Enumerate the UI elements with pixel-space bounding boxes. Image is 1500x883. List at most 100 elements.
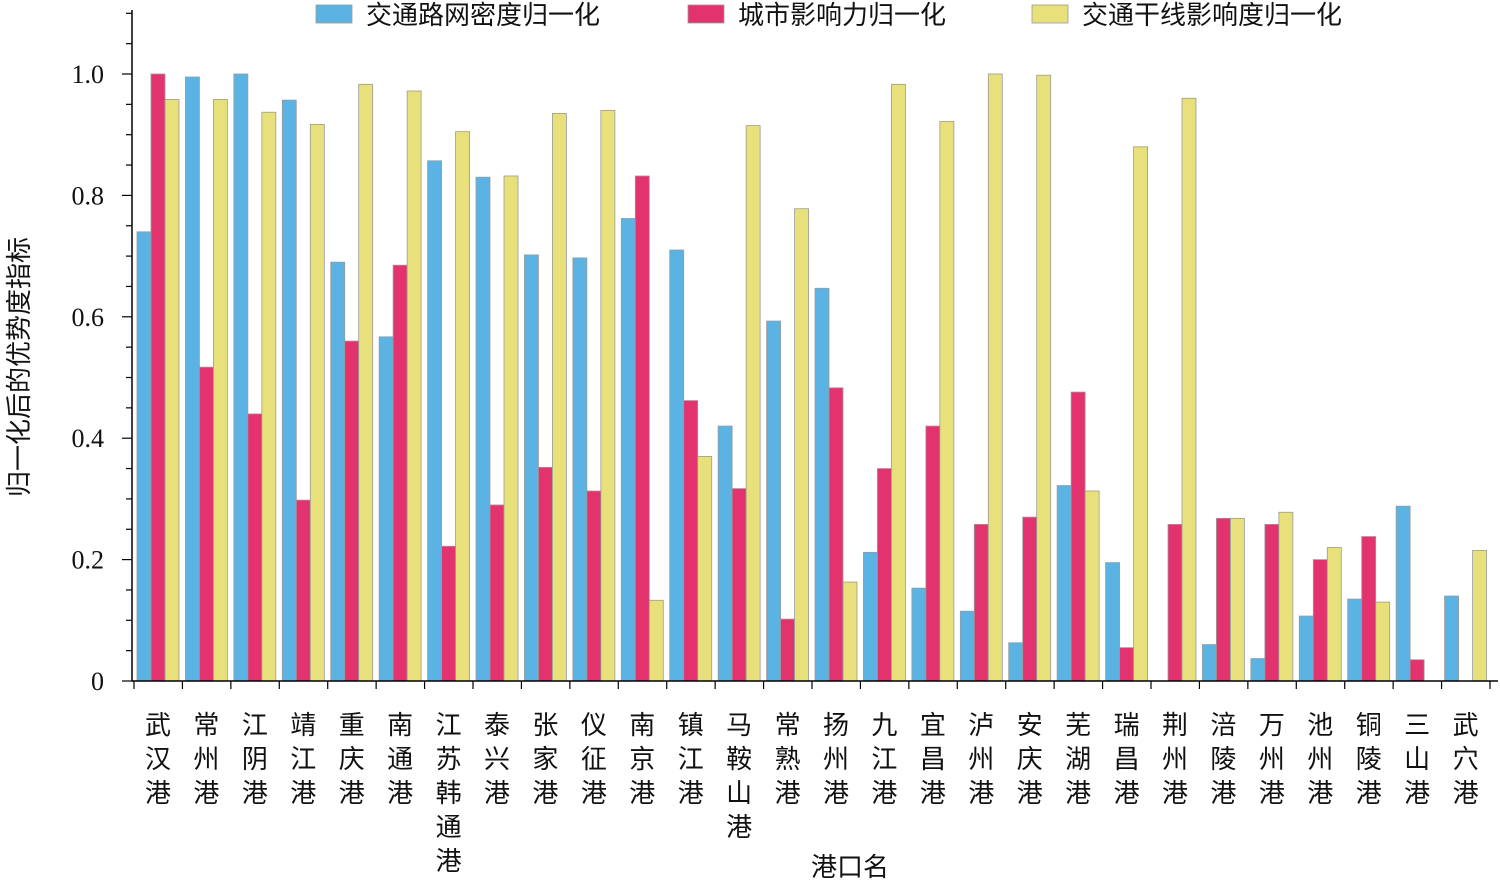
- bar-series-2-9: [538, 466, 553, 682]
- bar-series-1-26: [1347, 598, 1363, 682]
- bar-series-2-12: [683, 400, 699, 682]
- bar-series-3-23: [1230, 517, 1245, 682]
- bar-series-3-9: [552, 113, 567, 682]
- bar-series-3-10: [600, 110, 616, 682]
- bar-series-1-21: [1105, 562, 1120, 682]
- bar-series-3-24: [1278, 511, 1294, 682]
- bar-series-3-2: [213, 99, 228, 682]
- y-tick-label: 0.8: [72, 181, 105, 210]
- bar-series-3-12: [697, 456, 713, 682]
- bar-series-2-8: [489, 504, 505, 682]
- bar-series-2-2: [199, 366, 214, 682]
- bar-series-2-4: [295, 499, 311, 682]
- bar-series-2-26: [1361, 536, 1377, 682]
- bar-series-3-3: [261, 111, 277, 682]
- bar-series-2-21: [1119, 647, 1134, 682]
- x-tick-label: 安庆港: [1017, 711, 1043, 809]
- bar-series-3-7: [455, 131, 470, 682]
- bar-series-3-19: [1036, 74, 1052, 682]
- bar-series-3-18: [987, 73, 1003, 682]
- bar-series-3-25: [1326, 547, 1342, 682]
- x-axis-title: 港口名: [811, 853, 889, 883]
- bar-series-1-23: [1202, 644, 1217, 682]
- bar-series-3-13: [745, 125, 761, 682]
- bar-series-1-20: [1056, 485, 1072, 682]
- bar-series-3-11: [648, 599, 664, 682]
- bar-series-3-8: [503, 175, 519, 682]
- bar-series-2-20: [1070, 391, 1086, 682]
- bar-series-1-2: [185, 76, 200, 682]
- x-tick-label: 仪征港: [581, 711, 607, 809]
- bar-series-2-1: [150, 73, 166, 682]
- bar-series-1-24: [1250, 658, 1266, 682]
- bar-series-1-19: [1008, 642, 1024, 682]
- bar-series-1-3: [233, 73, 249, 682]
- bar-series-1-15: [814, 287, 830, 682]
- x-tick-label: 江阴港: [242, 711, 268, 809]
- x-tick-label: 重庆港: [339, 711, 365, 809]
- bar-series-1-28: [1444, 595, 1459, 682]
- bar-series-1-14: [766, 320, 781, 682]
- bar-series-3-21: [1133, 146, 1148, 682]
- bar-series-2-16: [877, 468, 892, 682]
- y-axis-title: 归一化后的优势度指标: [5, 237, 35, 497]
- bar-series-2-10: [586, 490, 602, 682]
- y-tick-label: 0.2: [72, 546, 105, 575]
- bar-series-1-6: [378, 336, 394, 682]
- x-tick-label: 马鞍山港: [726, 711, 752, 843]
- bar-series-2-7: [441, 545, 456, 682]
- bar-series-1-18: [959, 610, 975, 682]
- bar-series-1-7: [427, 160, 442, 682]
- bar-series-3-4: [309, 123, 325, 682]
- bar-series-2-23: [1216, 517, 1231, 682]
- bar-series-1-8: [475, 176, 491, 682]
- bar-series-2-25: [1312, 559, 1328, 682]
- y-axis: 0 0.2 0.4 0.6 0.8 1.0: [72, 10, 133, 696]
- x-tick-label: 镇江港: [678, 711, 704, 809]
- bar-series-3-20: [1084, 490, 1100, 682]
- bar-series-1-17: [911, 587, 927, 682]
- x-axis: 武汉港常州港江阴港靖江港重庆港南通港江苏韩通港泰兴港张家港仪征港南京港镇江港马鞍…: [132, 680, 1498, 877]
- bar-series-1-5: [330, 261, 346, 682]
- legend-swatch-1: [315, 4, 353, 24]
- legend-label-2: 城市影响力归一化: [738, 1, 946, 31]
- bar-series-1-13: [717, 425, 733, 682]
- bars-group: [136, 73, 1487, 682]
- bar-series-3-28: [1472, 550, 1487, 682]
- bar-series-2-19: [1022, 516, 1038, 682]
- bar-series-3-17: [939, 120, 955, 682]
- bar-series-3-6: [406, 90, 422, 682]
- legend-swatch-3: [1031, 4, 1069, 24]
- y-tick-label: 1.0: [72, 60, 105, 89]
- bar-series-2-15: [828, 387, 844, 682]
- bar-series-1-27: [1395, 505, 1411, 682]
- bar-series-1-25: [1298, 615, 1314, 682]
- x-tick-label: 泰兴港: [484, 711, 510, 809]
- bar-series-2-18: [973, 523, 989, 682]
- bar-series-2-24: [1264, 523, 1280, 682]
- x-tick-label: 常州港: [193, 711, 219, 809]
- x-tick-label: 江苏韩通港: [436, 711, 462, 877]
- x-tick-label: 泸州港: [968, 711, 994, 809]
- bar-series-3-1: [164, 99, 180, 682]
- bar-series-3-16: [891, 83, 906, 682]
- x-tick-label: 武穴港: [1453, 711, 1479, 809]
- y-tick-label: 0.6: [72, 303, 105, 332]
- bar-series-3-5: [358, 83, 374, 682]
- bar-series-2-6: [392, 264, 408, 682]
- x-tick-label: 武汉港: [145, 711, 171, 809]
- bar-series-1-10: [572, 257, 588, 682]
- x-tick-label: 南京港: [629, 711, 655, 809]
- x-tick-label: 池州港: [1307, 711, 1333, 809]
- bar-series-3-26: [1375, 601, 1391, 682]
- legend-label-3: 交通干线影响度归一化: [1082, 1, 1342, 31]
- bar-series-1-4: [281, 99, 297, 682]
- bar-series-1-12: [669, 249, 685, 682]
- x-tick-label: 南通港: [387, 711, 413, 809]
- x-tick-label: 万州港: [1259, 711, 1285, 809]
- x-tick-label: 靖江港: [290, 711, 316, 809]
- x-tick-label: 铜陵港: [1356, 711, 1382, 809]
- bar-series-2-13: [731, 488, 747, 682]
- bar-series-3-15: [842, 581, 858, 682]
